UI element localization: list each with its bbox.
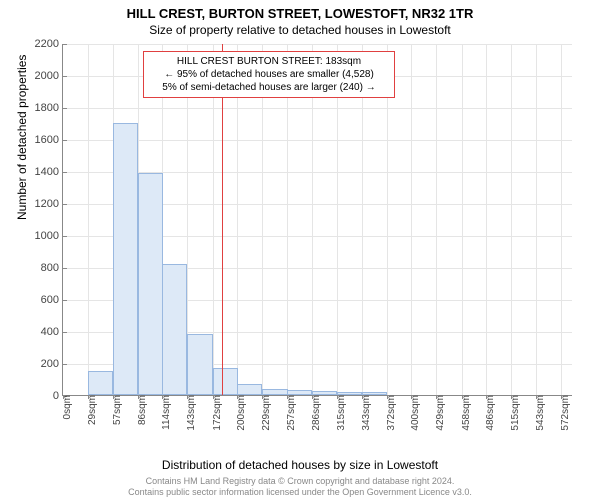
x-tick: 143sqm (186, 395, 197, 431)
y-tick: 800 (41, 262, 63, 274)
histogram-bar (262, 389, 287, 395)
x-tick: 86sqm (137, 395, 148, 425)
y-tick: 2000 (35, 70, 63, 82)
x-tick: 172sqm (212, 395, 223, 431)
chart-title-main: HILL CREST, BURTON STREET, LOWESTOFT, NR… (0, 0, 600, 21)
chart-title-sub: Size of property relative to detached ho… (0, 21, 600, 37)
histogram-bar (88, 371, 113, 395)
plot-area: 0200400600800100012001400160018002000220… (62, 44, 572, 396)
grid-line-h (63, 140, 572, 141)
grid-line-v (411, 44, 412, 395)
grid-line-v (536, 44, 537, 395)
y-tick: 600 (41, 294, 63, 306)
histogram-bar (213, 368, 238, 395)
grid-line-v (511, 44, 512, 395)
x-tick: 114sqm (161, 395, 172, 430)
x-tick: 372sqm (386, 395, 397, 431)
x-tick: 286sqm (311, 395, 322, 431)
grid-line-v (486, 44, 487, 395)
x-tick: 429sqm (435, 395, 446, 431)
histogram-bar (162, 264, 187, 395)
y-tick: 1600 (35, 134, 63, 146)
footer-line-1: Contains HM Land Registry data © Crown c… (0, 476, 600, 487)
grid-line-h (63, 44, 572, 45)
x-tick: 257sqm (286, 395, 297, 431)
histogram-bar (337, 392, 362, 395)
x-tick: 343sqm (361, 395, 372, 431)
x-tick: 572sqm (560, 395, 571, 431)
y-tick: 1000 (35, 230, 63, 242)
x-tick: 57sqm (112, 395, 123, 425)
histogram-bar (138, 173, 163, 395)
y-tick: 1400 (35, 166, 63, 178)
x-tick: 486sqm (485, 395, 496, 431)
x-tick: 229sqm (261, 395, 272, 431)
y-tick: 2200 (35, 38, 63, 50)
chart-container: HILL CREST, BURTON STREET, LOWESTOFT, NR… (0, 0, 600, 500)
grid-line-h (63, 108, 572, 109)
x-tick: 0sqm (62, 395, 73, 419)
histogram-bar (312, 391, 337, 395)
grid-line-v (436, 44, 437, 395)
y-axis-label: Number of detached properties (15, 55, 29, 220)
x-axis-label: Distribution of detached houses by size … (0, 458, 600, 472)
histogram-bar (237, 384, 262, 395)
histogram-bar (362, 392, 387, 395)
histogram-bar (113, 123, 138, 395)
y-tick: 400 (41, 326, 63, 338)
x-tick: 29sqm (87, 395, 98, 425)
x-tick: 200sqm (236, 395, 247, 431)
annotation-line-2: ← 95% of detached houses are smaller (4,… (149, 68, 389, 81)
annotation-box: HILL CREST BURTON STREET: 183sqm← 95% of… (143, 51, 395, 98)
grid-line-v (88, 44, 89, 395)
chart-footer: Contains HM Land Registry data © Crown c… (0, 476, 600, 498)
histogram-bar (187, 334, 212, 395)
histogram-bar (287, 390, 312, 395)
footer-line-2: Contains public sector information licen… (0, 487, 600, 498)
y-tick: 1800 (35, 102, 63, 114)
x-tick: 315sqm (336, 395, 347, 431)
x-tick: 515sqm (510, 395, 521, 431)
grid-line-v (561, 44, 562, 395)
x-tick: 458sqm (461, 395, 472, 431)
x-tick: 543sqm (535, 395, 546, 431)
grid-line-v (462, 44, 463, 395)
annotation-line-1: HILL CREST BURTON STREET: 183sqm (149, 55, 389, 68)
annotation-line-3: 5% of semi-detached houses are larger (2… (149, 81, 389, 94)
x-tick: 400sqm (410, 395, 421, 431)
y-tick: 1200 (35, 198, 63, 210)
y-tick: 200 (41, 358, 63, 370)
